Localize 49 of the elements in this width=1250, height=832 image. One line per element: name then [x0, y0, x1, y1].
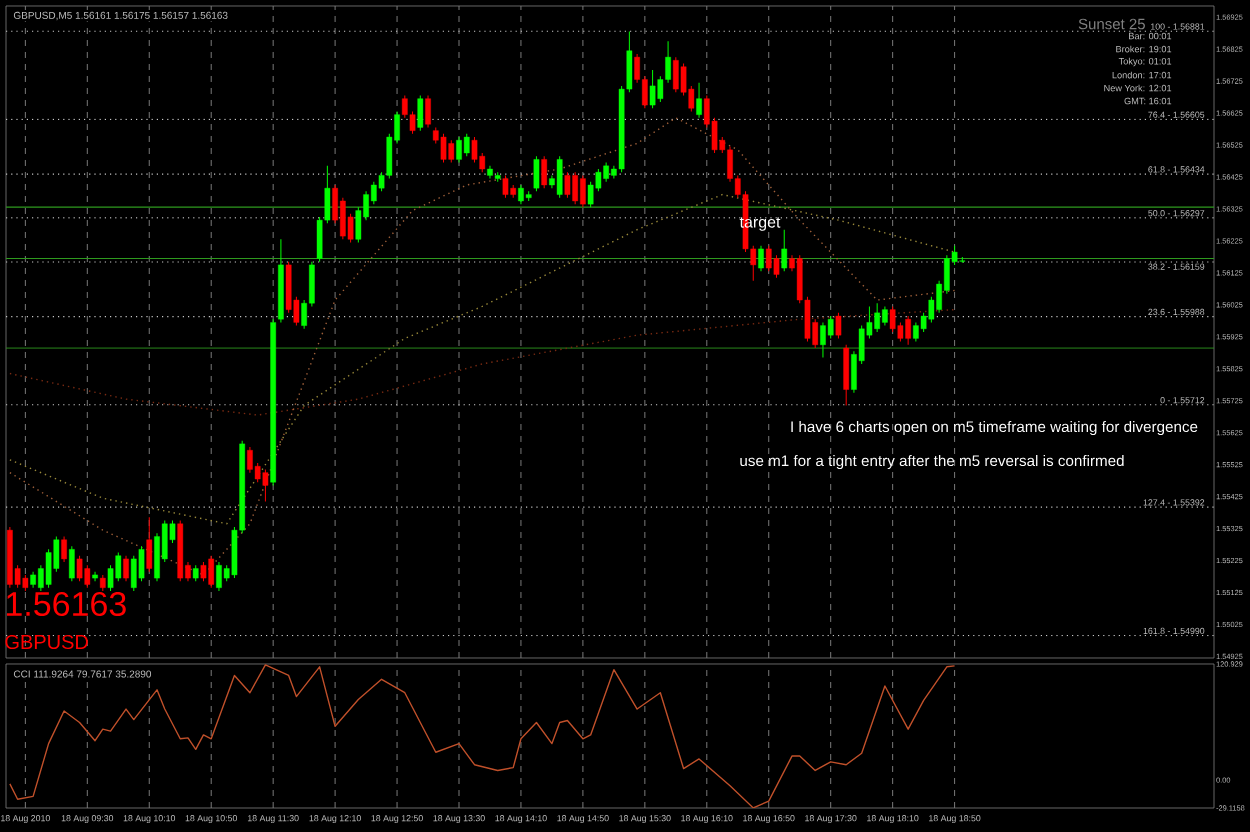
candlestick	[200, 561, 207, 582]
annotation: GBPUSD	[5, 634, 88, 650]
candlestick	[696, 82, 702, 119]
candlestick	[425, 94, 431, 128]
candlestick	[216, 561, 222, 592]
candlestick	[603, 162, 609, 183]
candlestick	[130, 555, 137, 592]
candlestick	[572, 171, 578, 205]
candlestick	[765, 245, 772, 272]
candlestick	[556, 155, 563, 199]
candlestick	[820, 321, 826, 359]
candlestick	[417, 94, 424, 132]
candlestick	[138, 545, 145, 582]
candlestick	[76, 555, 83, 582]
candlestick	[448, 139, 455, 164]
candlestick	[913, 321, 919, 343]
candlestick	[874, 302, 880, 333]
annotation: 1.56163	[7, 591, 126, 617]
candlestick	[68, 545, 75, 582]
candlestick	[533, 155, 540, 192]
candlestick	[882, 305, 888, 327]
candlestick	[146, 516, 153, 573]
candlestick	[564, 171, 571, 199]
candlestick	[61, 536, 67, 563]
candlestick	[835, 312, 842, 339]
candlestick	[123, 555, 129, 582]
candlestick	[518, 184, 524, 205]
candlestick	[843, 344, 850, 407]
candlestick	[781, 229, 788, 272]
candlestick	[672, 56, 679, 93]
candlestick	[471, 136, 478, 164]
candlestick	[758, 245, 764, 272]
candlestick	[649, 69, 656, 109]
candlestick	[502, 174, 509, 199]
candlestick	[247, 446, 253, 474]
line-series	[9, 308, 956, 416]
candlestick	[905, 315, 911, 346]
candlestick	[115, 552, 122, 582]
candlestick	[208, 555, 215, 589]
line-series	[9, 117, 956, 576]
candlestick	[463, 133, 470, 157]
candlestick	[889, 305, 896, 333]
candlestick	[440, 133, 447, 164]
candlestick	[773, 254, 780, 279]
candlestick	[541, 155, 548, 189]
candlestick	[580, 174, 586, 208]
candlestick	[262, 468, 269, 502]
candlestick	[456, 136, 462, 164]
candlestick	[84, 564, 91, 589]
